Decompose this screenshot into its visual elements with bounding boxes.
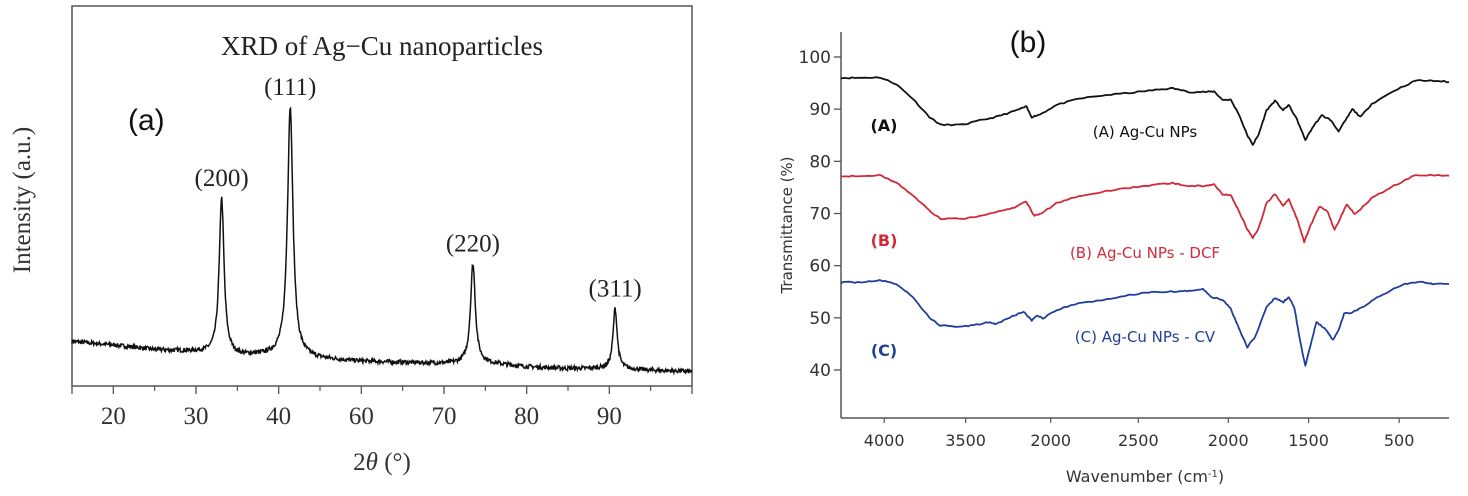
ftir-y-tick-label: 70	[809, 205, 831, 225]
ftir-series-label: (A) Ag-Cu NPs	[1093, 123, 1198, 141]
ftir-y-tick-label: 50	[809, 309, 831, 329]
ftir-series-label: (B) Ag-Cu NPs - DCF	[1070, 244, 1220, 262]
xrd-x-tick-label: 20	[101, 403, 126, 430]
xrd-x-tick-label: 60	[349, 403, 374, 430]
ftir-x-tick-label: 2500	[1118, 431, 1159, 450]
xrd-peak-label: (111)	[264, 74, 316, 101]
xrd-peak-label: (311)	[589, 275, 642, 302]
xrd-chart-title: XRD of Ag−Cu nanoparticles	[221, 31, 543, 61]
ftir-series-line-c	[840, 279, 1449, 367]
xrd-x-tick-label: 70	[432, 403, 457, 430]
ftir-y-tick-label: 40	[809, 361, 831, 381]
ftir-panel-label: (b)	[1010, 26, 1047, 59]
ftir-y-tick-label: 60	[809, 257, 831, 277]
ftir-y-axis-label: Transmittance (%)	[778, 156, 796, 294]
ftir-x-tick-label: 2000	[1030, 431, 1071, 450]
ftir-series-short-label: (A)	[870, 116, 897, 135]
xrd-y-axis-label: Intensity (a.u.)	[9, 127, 36, 273]
ftir-x-tick-label: 4000	[864, 431, 905, 450]
ftir-x-tick-label: 1500	[1288, 431, 1329, 450]
ftir-series-label: (C) Ag-Cu NPs - CV	[1075, 328, 1216, 346]
xrd-chart: XRD of Ag−Cu nanoparticles (a) Intensity…	[9, 5, 693, 476]
ftir-x-tick-label: 3500	[945, 431, 986, 450]
ftir-x-tick-label: 500	[1384, 431, 1415, 450]
ftir-x-tick-label: 2000	[1208, 431, 1249, 450]
xrd-x-tick-label: 90	[597, 403, 622, 430]
xrd-peak-label: (200)	[195, 165, 249, 192]
ftir-series-short-label: (C)	[871, 341, 897, 360]
ftir-series-line-a	[840, 76, 1450, 146]
ftir-chart: (b) Transmittance (%) Wavenumber (cm-1) …	[778, 26, 1450, 486]
xrd-series-line	[71, 106, 693, 376]
xrd-x-tick-label: 40	[266, 403, 291, 430]
xrd-plot-frame	[71, 5, 693, 387]
ftir-y-tick-label: 100	[799, 48, 831, 68]
ftir-y-tick-label: 80	[809, 152, 831, 172]
xrd-panel-label: (a)	[128, 104, 165, 137]
xrd-x-tick-label: 30	[184, 403, 209, 430]
ftir-x-axis-label: Wavenumber (cm-1)	[1066, 467, 1224, 486]
ftir-y-tick-label: 90	[809, 100, 831, 120]
xrd-x-axis-label: 2θ (°)	[353, 449, 411, 476]
xrd-x-tick-label: 80	[514, 403, 539, 430]
ftir-series-line-b	[840, 173, 1450, 244]
ftir-series-short-label: (B)	[871, 231, 898, 250]
xrd-peak-label: (220)	[446, 231, 500, 258]
